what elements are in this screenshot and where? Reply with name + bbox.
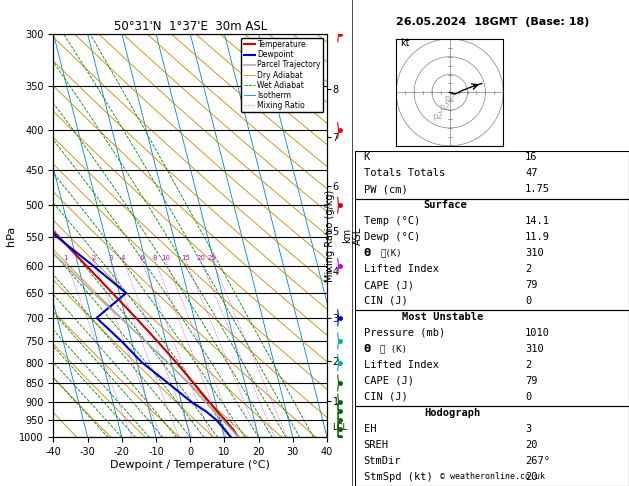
Text: Most Unstable: Most Unstable [402, 312, 483, 322]
Text: CAPE (J): CAPE (J) [364, 376, 414, 386]
Text: 4: 4 [121, 255, 125, 260]
Text: CIN (J): CIN (J) [364, 392, 408, 402]
Text: θ: θ [364, 248, 371, 258]
Text: 1010: 1010 [525, 328, 550, 338]
Text: Temp (°C): Temp (°C) [364, 216, 420, 226]
Text: 47: 47 [525, 168, 538, 178]
Text: 267°: 267° [525, 456, 550, 466]
Y-axis label: hPa: hPa [6, 226, 16, 246]
Text: 11.9: 11.9 [525, 232, 550, 242]
Text: Pressure (mb): Pressure (mb) [364, 328, 445, 338]
Text: Lifted Index: Lifted Index [364, 360, 438, 370]
Text: 8: 8 [153, 255, 157, 260]
Text: 310: 310 [525, 248, 544, 258]
Text: 15: 15 [181, 255, 191, 260]
Text: 79: 79 [525, 376, 538, 386]
Bar [355, 151, 629, 199]
Text: StmDir: StmDir [364, 456, 401, 466]
Text: 0: 0 [525, 296, 532, 306]
Text: p2: p2 [432, 112, 443, 121]
Text: 1: 1 [64, 255, 68, 260]
Text: CIN (J): CIN (J) [364, 296, 408, 306]
Text: K: K [364, 152, 370, 162]
Text: SREH: SREH [364, 440, 389, 450]
Text: kt: kt [400, 38, 409, 48]
Text: p2: p2 [439, 103, 450, 112]
Text: 25: 25 [208, 255, 217, 260]
Text: StmSpd (kt): StmSpd (kt) [364, 471, 432, 482]
Text: 2: 2 [525, 360, 532, 370]
Text: Dewp (°C): Dewp (°C) [364, 232, 420, 242]
Text: p2: p2 [445, 94, 455, 103]
Text: Totals Totals: Totals Totals [364, 168, 445, 178]
Text: 2: 2 [91, 255, 96, 260]
Y-axis label: km
ASL: km ASL [342, 226, 364, 245]
X-axis label: Dewpoint / Temperature (°C): Dewpoint / Temperature (°C) [110, 460, 270, 470]
Text: 6: 6 [139, 255, 144, 260]
Text: Mixing Ratio (g/kg): Mixing Ratio (g/kg) [325, 190, 335, 282]
Title: 50°31'N  1°37'E  30m ASL: 50°31'N 1°37'E 30m ASL [114, 20, 267, 33]
Text: 79: 79 [525, 280, 538, 290]
Text: 10: 10 [161, 255, 170, 260]
Text: CAPE (J): CAPE (J) [364, 280, 414, 290]
Bar [355, 199, 629, 311]
Text: 20: 20 [196, 255, 205, 260]
Text: ᴄ(K): ᴄ(K) [380, 248, 401, 257]
Text: 26.05.2024  18GMT  (Base: 18): 26.05.2024 18GMT (Base: 18) [396, 17, 589, 27]
Legend: Temperature, Dewpoint, Parcel Trajectory, Dry Adiabat, Wet Adiabat, Isotherm, Mi: Temperature, Dewpoint, Parcel Trajectory… [242, 38, 323, 112]
Text: © weatheronline.co.uk: © weatheronline.co.uk [440, 472, 545, 481]
Text: θ: θ [364, 344, 371, 354]
Text: 2: 2 [525, 264, 532, 274]
Text: 3: 3 [108, 255, 113, 260]
Text: 20: 20 [525, 471, 538, 482]
Text: 310: 310 [525, 344, 544, 354]
Text: 20: 20 [525, 440, 538, 450]
Text: 1.75: 1.75 [525, 184, 550, 194]
Text: PW (cm): PW (cm) [364, 184, 408, 194]
Text: LCL: LCL [333, 423, 348, 432]
Text: 3: 3 [525, 424, 532, 434]
Text: 16: 16 [525, 152, 538, 162]
Text: 0: 0 [525, 392, 532, 402]
Text: 14.1: 14.1 [525, 216, 550, 226]
Text: ᴄ (K): ᴄ (K) [380, 344, 407, 353]
Text: Hodograph: Hodograph [424, 408, 480, 418]
Text: Surface: Surface [424, 200, 467, 210]
Text: Lifted Index: Lifted Index [364, 264, 438, 274]
Text: EH: EH [364, 424, 376, 434]
Bar [355, 406, 629, 486]
Bar [355, 311, 629, 406]
